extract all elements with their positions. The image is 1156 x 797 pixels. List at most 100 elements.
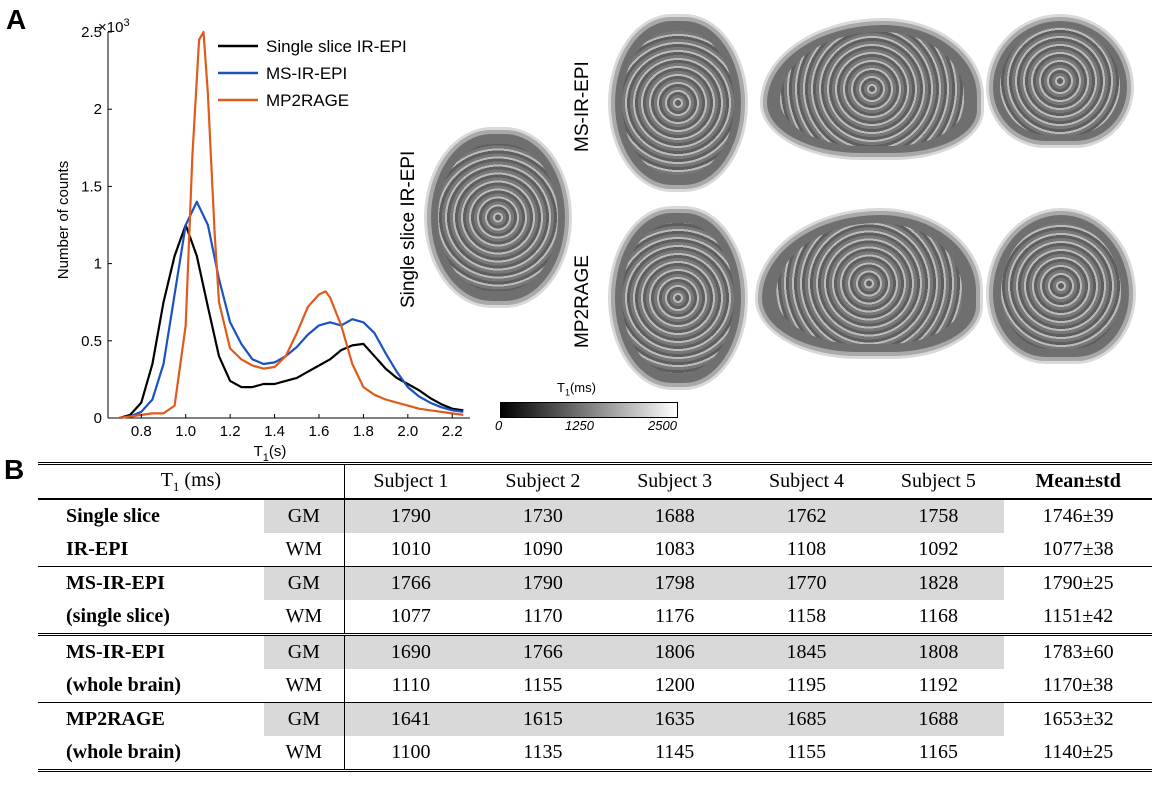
table-cell-mean: 1170±38 [1004, 669, 1152, 703]
chart-axes [107, 32, 470, 419]
header-subject-5: Subject 5 [872, 463, 1005, 500]
tissue-label: GM [263, 566, 345, 600]
table-cell: 1690 [344, 634, 477, 669]
tissue-label: WM [263, 736, 345, 771]
table-cell: 1685 [740, 702, 873, 736]
table-cell: 1155 [786, 741, 827, 763]
tissue-label: WM [263, 600, 345, 636]
table-cell: 1828 [872, 566, 1005, 600]
table-cell-mean: 1140±25 [1043, 741, 1114, 763]
y-tick-label: 0 [94, 410, 102, 427]
chart-series [118, 30, 464, 420]
brain-sagittal-ms-ir-epi [760, 18, 984, 160]
colorbar-title: T1(ms) [557, 380, 596, 398]
x-tick-label: 0.8 [131, 423, 152, 440]
group-label: MP2RAGE [66, 708, 165, 730]
colorbar-tick-2500: 2500 [648, 418, 677, 433]
table-cell: 1766 [476, 634, 609, 669]
y-tick-label: 2.5 [81, 24, 102, 41]
table-cell-mean: 1151±42 [1004, 600, 1152, 636]
x-axis-title: T1(s) [254, 443, 287, 464]
label-mp2rage: MP2RAGE [572, 255, 593, 348]
x-tick-label: 1.4 [264, 423, 285, 440]
table-cell: 1730 [476, 499, 609, 533]
y-multiplier-label: ×103 [98, 17, 130, 36]
table-cell: 1083 [608, 533, 741, 567]
group-label: MS-IR-EPI [66, 572, 165, 594]
brain-axial-mp2rage [608, 206, 748, 390]
table-cell: 1155 [476, 669, 609, 703]
table-cell: 1762 [740, 499, 873, 533]
panel-b-label: B [4, 454, 25, 485]
table-cell: 1100 [391, 741, 431, 763]
table-cell: 1758 [872, 499, 1005, 533]
table-cell: 1077 [344, 600, 477, 636]
label-single-slice: Single slice IR-EPI [398, 150, 419, 308]
tissue-label: GM [263, 634, 345, 669]
colorbar-tick-0: 0 [495, 418, 503, 433]
table-cell: 1790 [476, 566, 609, 600]
header-mean-std: Mean±std [1004, 463, 1152, 500]
table-cell: 1790 [344, 499, 477, 533]
table-cell-mean: 1783±60 [1042, 641, 1114, 663]
table-cell: 1641 [344, 702, 477, 736]
table-row: (whole brain) WM 1100 1135 1145 1155 116… [38, 736, 1152, 771]
tissue-label: GM [263, 499, 345, 533]
brain-coronal-ms-ir-epi [986, 14, 1134, 148]
colorbar-tick-1250: 1250 [565, 418, 594, 433]
legend-label-2: MP2RAGE [266, 91, 349, 110]
series-line-2 [118, 30, 464, 420]
y-tick-label: 1 [94, 256, 102, 273]
chart-legend: Single slice IR-EPI MS-IR-EPI MP2RAGE [218, 37, 407, 110]
header-subject-2: Subject 2 [476, 463, 609, 500]
table-cell: 1110 [344, 669, 477, 703]
group-label: MS-IR-EPI [66, 641, 165, 663]
header-subject-1: Subject 1 [344, 463, 477, 500]
brain-axial-single-slice [424, 127, 572, 308]
table-row: MS-IR-EPI GM 1766 1790 1798 1770 1828 17… [38, 566, 1152, 600]
table-cell-mean: 1653±32 [1042, 708, 1114, 730]
legend-label-0: Single slice IR-EPI [266, 37, 407, 56]
group-label: (whole brain) [38, 669, 264, 703]
table-cell-mean: 1790±25 [1042, 572, 1114, 594]
table-cell: 1688 [608, 499, 741, 533]
x-tick-label: 2.0 [397, 423, 418, 440]
table-cell: 1195 [740, 669, 873, 703]
y-tick-label: 2 [94, 101, 102, 118]
tissue-label: WM [263, 533, 345, 567]
table-cell: 1688 [872, 702, 1005, 736]
x-tick-label: 2.2 [442, 423, 463, 440]
table-cell: 1808 [872, 634, 1005, 669]
group-label: (single slice) [38, 600, 264, 636]
brain-sagittal-mp2rage [755, 208, 983, 359]
panel-a-label: A [6, 4, 27, 35]
x-tick-label: 1.2 [220, 423, 241, 440]
table-cell: 1766 [344, 566, 477, 600]
y-axis-title: Number of counts [55, 161, 72, 279]
group-label: (whole brain) [66, 741, 181, 763]
y-tick-label: 1.5 [81, 178, 102, 195]
table-cell: 1168 [872, 600, 1005, 636]
table-cell: 1108 [740, 533, 873, 567]
header-subject-4: Subject 4 [740, 463, 873, 500]
table-cell: 1135 [523, 741, 563, 763]
brain-axial-ms-ir-epi [608, 14, 748, 192]
table-cell: 1770 [740, 566, 873, 600]
table-cell-mean: 1746±39 [1042, 505, 1114, 527]
table-cell: 1170 [476, 600, 609, 636]
legend-label-1: MS-IR-EPI [266, 64, 347, 83]
table-cell: 1090 [476, 533, 609, 567]
brain-coronal-mp2rage [986, 208, 1136, 364]
x-tick-label: 1.6 [309, 423, 330, 440]
table-cell: 1798 [608, 566, 741, 600]
table-row: (single slice) WM 1077 1170 1176 1158 11… [38, 600, 1152, 636]
table-cell: 1845 [740, 634, 873, 669]
table-cell: 1200 [608, 669, 741, 703]
table-row: Single slice GM 1790 1730 1688 1762 1758… [38, 499, 1152, 533]
chart-ticks: 0.8 1.0 1.2 1.4 1.6 1.8 2.0 2.2 0 0.5 1 1.5 2 2.5 [81, 24, 463, 440]
series-line-1 [118, 200, 464, 420]
table-cell: 1010 [344, 533, 477, 567]
t1-histogram-chart: 0.8 1.0 1.2 1.4 1.6 1.8 2.0 2.2 0 0.5 1 1.5 2 2.5 ×10… [55, 17, 470, 464]
table-cell: 1092 [872, 533, 1005, 567]
y-tick-label: 0.5 [81, 333, 102, 350]
